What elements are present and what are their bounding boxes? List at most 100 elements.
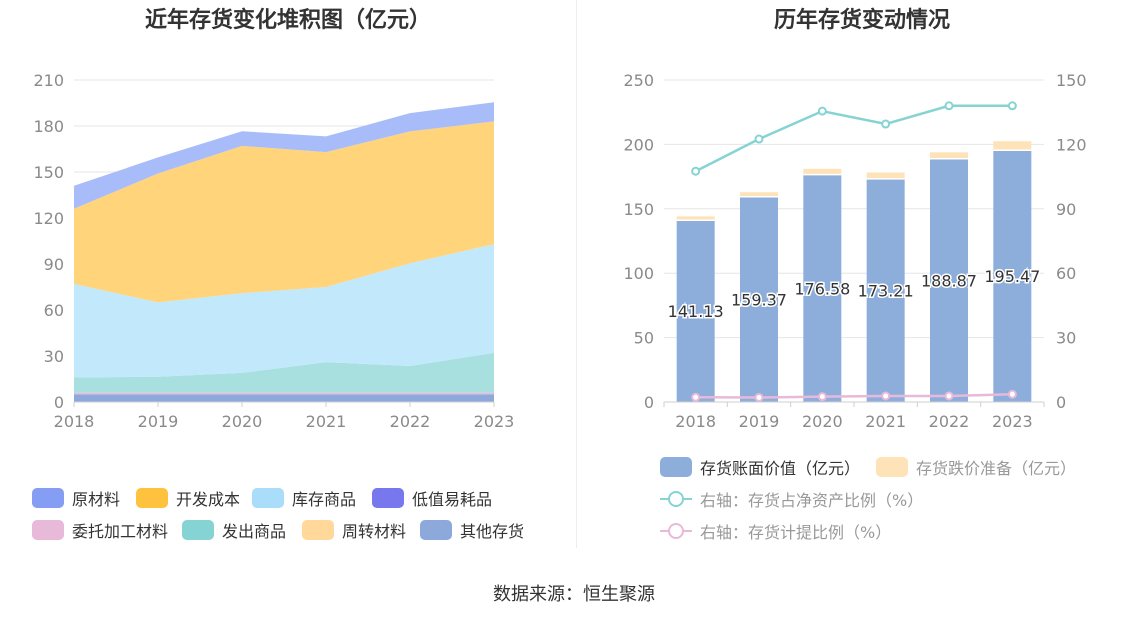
line-point-0 (817, 106, 827, 116)
right-axis-tick-label: 60 (1056, 264, 1076, 283)
legend-swatch (302, 520, 334, 540)
right-axis-tick-label: 0 (1056, 393, 1066, 412)
legend-label: 周转材料 (342, 522, 407, 541)
legend-swatch (182, 520, 214, 540)
legend-label: 发出商品 (222, 522, 287, 541)
line-series-1 (695, 393, 1013, 399)
legend-label: 存货账面价值（亿元） (700, 459, 861, 478)
line-point-1 (754, 392, 764, 402)
legend-swatch (660, 521, 692, 541)
line-point-1 (944, 391, 954, 401)
left-y-tick-label: 60 (44, 301, 64, 320)
left-x-tick-label: 2018 (54, 412, 95, 431)
legend-label: 库存商品 (292, 490, 357, 509)
right-axis-tick-label: 120 (1056, 135, 1087, 154)
area-series-3 (74, 244, 494, 378)
line-point-1 (1007, 389, 1017, 399)
bar-data-label: 188.87 (921, 271, 977, 290)
legend-item[interactable]: 开发成本 (136, 486, 240, 510)
legend-item[interactable]: 右轴：存货计提比例（%） (660, 519, 891, 543)
line-point-0 (754, 134, 764, 144)
legend-item[interactable]: 右轴：存货占净资产比例（%） (660, 487, 923, 511)
legend-swatch (660, 489, 692, 509)
line-point-0 (881, 119, 891, 129)
legend-label: 右轴：存货占净资产比例（%） (700, 491, 924, 510)
area-series-0 (74, 394, 494, 402)
right-axis-tick-label: 30 (1056, 329, 1076, 348)
legend-label: 开发成本 (176, 490, 241, 509)
bar-data-label: 195.47 (984, 267, 1040, 286)
left-y-tick-label: 90 (44, 255, 64, 274)
area-series-7 (74, 102, 494, 209)
left-axis-tick-label: 250 (623, 71, 654, 90)
line-point-1 (817, 392, 827, 402)
legend-label: 原材料 (72, 490, 121, 509)
panel-divider (576, 0, 577, 548)
bar-impairment (866, 172, 905, 179)
legend-swatch (372, 488, 404, 508)
left-axis-tick-label: 0 (644, 393, 654, 412)
left-y-tick-label: 150 (33, 163, 64, 182)
right-x-tick-label: 2018 (675, 412, 716, 431)
line-point-0 (944, 101, 954, 111)
left-axis-tick-label: 100 (623, 264, 654, 283)
bar-book-value (803, 174, 842, 402)
area-series-6 (74, 121, 494, 303)
bar-line-chart: 0 50 100 150 200 250 0 30 60 90 120 150 141.13 159.37… (623, 71, 1086, 431)
legend-item[interactable]: 其他存货 (420, 518, 524, 542)
right-chart-title: 历年存货变动情况 (773, 8, 950, 33)
area-series-2 (74, 352, 494, 393)
line-point-0 (1007, 101, 1017, 111)
bar-data-label: 173.21 (858, 281, 914, 300)
bar-book-value (676, 220, 715, 402)
left-y-tick-label: 0 (54, 393, 64, 412)
left-chart-title: 近年存货变化堆积图（亿元） (144, 8, 431, 33)
right-x-tick-label: 2023 (992, 412, 1033, 431)
left-x-tick-label: 2019 (138, 412, 179, 431)
right-x-tick-label: 2021 (865, 412, 906, 431)
right-x-tick-label: 2020 (802, 412, 843, 431)
left-y-tick-label: 120 (33, 209, 64, 228)
legend-label: 存货跌价准备（亿元） (916, 459, 1077, 478)
bar-impairment (803, 168, 842, 175)
bar-book-value (866, 178, 905, 402)
left-y-tick-label: 30 (44, 347, 64, 366)
legend-item[interactable]: 原材料 (32, 486, 120, 510)
left-axis-tick-label: 50 (634, 329, 654, 348)
left-x-tick-label: 2022 (390, 412, 431, 431)
left-x-tick-label: 2020 (222, 412, 263, 431)
legend-swatch (660, 457, 692, 477)
legend-item[interactable]: 存货跌价准备（亿元） (876, 455, 1076, 479)
legend-item[interactable]: 库存商品 (252, 486, 356, 510)
line-point-1 (881, 391, 891, 401)
right-x-tick-label: 2019 (739, 412, 780, 431)
left-y-tick-label: 180 (33, 117, 64, 136)
legend-item[interactable]: 周转材料 (302, 518, 406, 542)
bar-book-value (993, 150, 1032, 402)
legend-swatch (32, 488, 64, 508)
legend-label: 低值易耗品 (412, 490, 493, 509)
legend-swatch (32, 520, 64, 540)
line-series-0 (695, 104, 1013, 173)
left-axis-tick-label: 150 (623, 200, 654, 219)
legend-item[interactable]: 存货账面价值（亿元） (660, 455, 860, 479)
legend-item[interactable]: 委托加工材料 (32, 518, 168, 542)
bar-book-value (740, 196, 778, 402)
legend-item[interactable]: 低值易耗品 (372, 486, 492, 510)
line-point-1 (691, 392, 701, 402)
legend-swatch (136, 488, 168, 508)
legend-label: 委托加工材料 (72, 522, 169, 541)
right-axis-tick-label: 90 (1056, 200, 1076, 219)
bar-impairment (740, 192, 778, 197)
bar-data-label: 159.37 (731, 290, 787, 309)
line-point-0 (691, 166, 701, 176)
legend-swatch (420, 520, 452, 540)
legend-label: 其他存货 (460, 522, 525, 541)
legend-item[interactable]: 发出商品 (182, 518, 286, 542)
left-axis-tick-label: 200 (623, 135, 654, 154)
right-x-tick-label: 2022 (929, 412, 970, 431)
bar-impairment (676, 216, 715, 221)
data-source: 数据来源：恒生聚源 (493, 584, 655, 605)
bar-impairment (993, 141, 1032, 151)
bar-data-label: 141.13 (668, 302, 724, 321)
